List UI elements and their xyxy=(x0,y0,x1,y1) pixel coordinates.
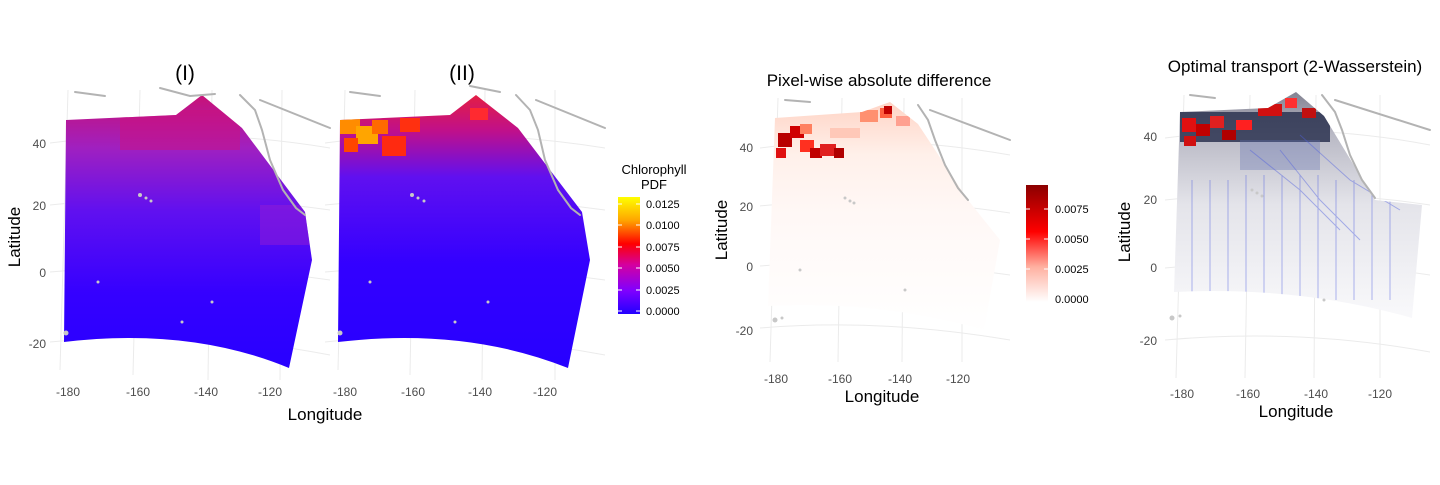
panel-diff-ytick: -20 xyxy=(736,324,754,338)
panel-diff-xtick: -140 xyxy=(888,372,912,386)
panel-I-y-ticks: 40 20 0 -20 xyxy=(29,137,47,351)
panel-I: (I) 40 20 0 -20 -180 -160 -140 -120 Lati… xyxy=(5,62,331,399)
panel-ot-heatmap xyxy=(1174,92,1422,318)
pdf-colorbar-ticks xyxy=(618,203,640,312)
panel-I-x-ticks: -180 -160 -140 -120 xyxy=(56,385,282,399)
panel-diff-title: Pixel-wise absolute difference xyxy=(767,71,992,90)
panel-II-xtick: -140 xyxy=(468,385,492,399)
diff-colorbar xyxy=(1026,185,1048,302)
panel-I-title: (I) xyxy=(175,62,195,85)
pdf-legend-tick: 0.0000 xyxy=(646,306,680,318)
panel-II-coastline xyxy=(337,85,606,336)
panel-I-ytick: 20 xyxy=(33,199,47,213)
panel-I-ytick: 0 xyxy=(39,266,46,280)
pdf-colorbar xyxy=(618,197,640,314)
panel-II-heatmap xyxy=(338,95,590,368)
panel-ot-xtick: -180 xyxy=(1170,387,1194,401)
diff-colorbar-ticks xyxy=(1026,208,1048,270)
panel-I-coastline xyxy=(63,87,331,336)
pdf-legend: Chlorophyll PDF 0.0125 0.0100 0.0075 0.0… xyxy=(618,162,687,318)
pdf-legend-title-line1: Chlorophyll xyxy=(621,162,686,177)
panel-ot: Optimal transport (2-Wasserstein) 40 20 … xyxy=(1115,57,1431,421)
panel-ot-title: Optimal transport (2-Wasserstein) xyxy=(1168,57,1422,76)
panel-diff-x-axis-label: Longitude xyxy=(845,387,920,406)
panel-ot-y-axis-label: Latitude xyxy=(1115,202,1134,263)
panel-ot-ytick: -20 xyxy=(1140,334,1158,348)
panel-ot-y-ticks: 40 20 0 -20 xyxy=(1140,130,1158,348)
panel-I-xtick: -180 xyxy=(56,385,80,399)
panel-diff-coastline xyxy=(772,99,1011,323)
panel-ot-ytick: 40 xyxy=(1144,130,1158,144)
panel-II: (II) -180 -160 -140 -120 xyxy=(324,62,606,399)
panel-II-xtick: -180 xyxy=(333,385,357,399)
diff-legend: 0.0075 0.0050 0.0025 0.0000 xyxy=(1026,185,1089,306)
panel-diff-x-ticks: -180 -160 -140 -120 xyxy=(764,372,970,386)
panel-diff-heatmap xyxy=(768,102,1000,330)
pdf-legend-tick: 0.0100 xyxy=(646,220,680,232)
panel-II-xtick: -160 xyxy=(401,385,425,399)
panel-ot-xtick: -140 xyxy=(1304,387,1328,401)
panel-diff-ytick: 40 xyxy=(740,141,754,155)
panel-ot-x-axis-label: Longitude xyxy=(1259,402,1334,421)
panel-I-xtick: -140 xyxy=(194,385,218,399)
panel-diff-ytick: 20 xyxy=(740,200,754,214)
panel-diff-xtick: -160 xyxy=(828,372,852,386)
pdf-legend-tick: 0.0075 xyxy=(646,242,680,254)
panel-diff-ytick: 0 xyxy=(746,260,753,274)
panel-ot-ytick: 20 xyxy=(1144,193,1158,207)
panel-diff-xtick: -180 xyxy=(764,372,788,386)
panel-II-x-ticks: -180 -160 -140 -120 xyxy=(333,385,557,399)
panel-I-xtick: -120 xyxy=(258,385,282,399)
panel-II-title: (II) xyxy=(449,62,475,85)
panel-diff: Pixel-wise absolute difference 40 20 0 -… xyxy=(712,71,1089,406)
panel-I-ytick: 40 xyxy=(33,137,47,151)
panel-diff-y-ticks: 40 20 0 -20 xyxy=(736,141,754,338)
panel-I-y-axis-label: Latitude xyxy=(5,207,24,268)
panel-ot-ytick: 0 xyxy=(1150,261,1157,275)
diff-legend-tick: 0.0050 xyxy=(1055,234,1089,246)
panel-I-heatmap xyxy=(64,95,312,368)
panel-II-xtick: -120 xyxy=(533,385,557,399)
diff-legend-tick: 0.0075 xyxy=(1055,204,1089,216)
panel-I-xtick: -160 xyxy=(126,385,150,399)
panels-I-II-x-axis-label: Longitude xyxy=(288,405,363,424)
pdf-legend-tick: 0.0025 xyxy=(646,285,680,297)
panel-ot-xtick: -160 xyxy=(1236,387,1260,401)
pdf-legend-tick: 0.0050 xyxy=(646,263,680,275)
panel-diff-xtick: -120 xyxy=(946,372,970,386)
panel-I-ytick: -20 xyxy=(29,337,47,351)
panel-ot-coastline xyxy=(1169,94,1431,321)
panel-ot-xtick: -120 xyxy=(1368,387,1392,401)
diff-legend-tick: 0.0025 xyxy=(1055,264,1089,276)
panel-diff-y-axis-label: Latitude xyxy=(712,200,731,261)
panel-ot-x-ticks: -180 -160 -140 -120 xyxy=(1170,387,1392,401)
pdf-legend-title-line2: PDF xyxy=(641,177,667,192)
diff-legend-tick: 0.0000 xyxy=(1055,294,1089,306)
pdf-legend-tick: 0.0125 xyxy=(646,199,680,211)
